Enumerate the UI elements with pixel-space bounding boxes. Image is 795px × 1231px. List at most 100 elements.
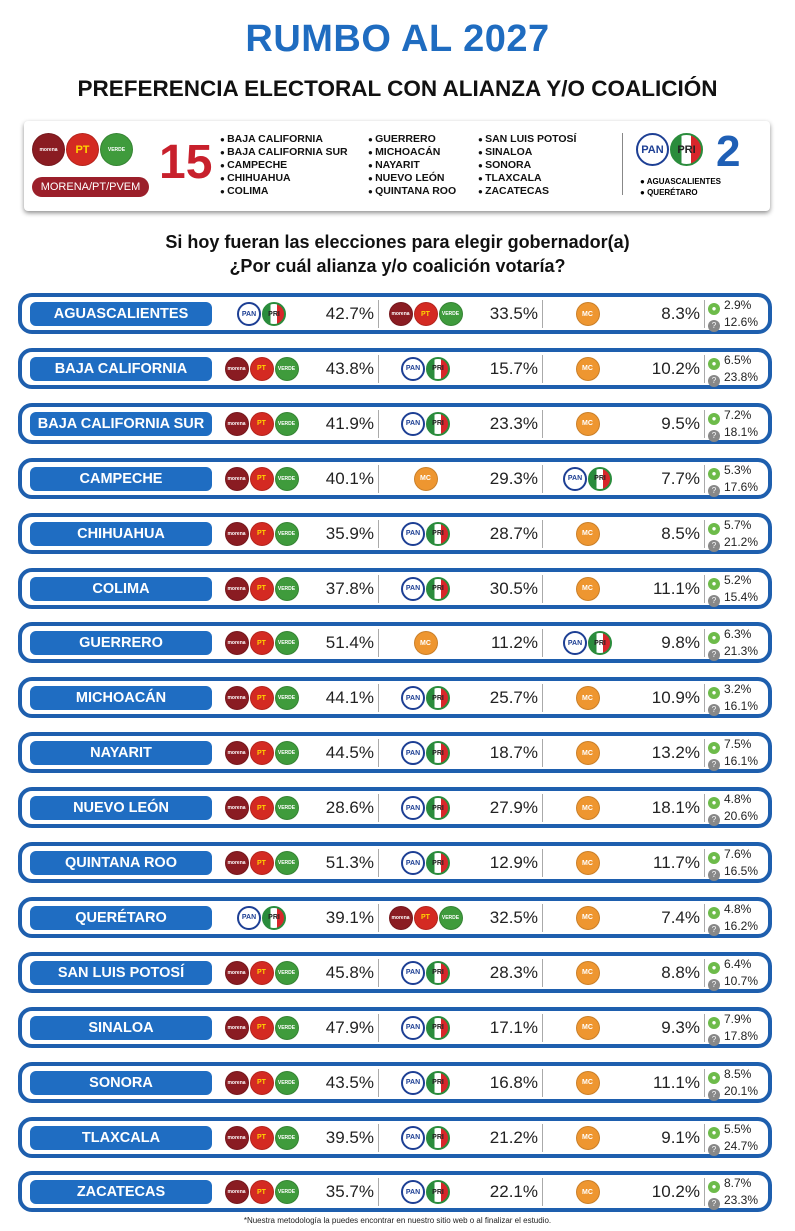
divider bbox=[542, 464, 543, 493]
person-icon: ● bbox=[708, 1071, 720, 1084]
vote-percent: 23.3% bbox=[489, 413, 538, 433]
coalition-logos: MC bbox=[546, 1070, 630, 1095]
result-panpri: PAN PRI 12.9% bbox=[384, 849, 538, 877]
mc-logo-icon: MC bbox=[575, 905, 600, 930]
mc-logo-icon: MC bbox=[575, 521, 600, 546]
pan-logo-icon: PAN bbox=[237, 302, 261, 326]
vote-percent: 43.8% bbox=[325, 358, 374, 378]
person-icon: ● bbox=[708, 852, 720, 864]
divider bbox=[542, 1068, 543, 1097]
state-label: GUERRERO bbox=[30, 631, 212, 656]
vote-percent: 44.1% bbox=[325, 688, 374, 708]
divider bbox=[378, 958, 379, 987]
divider bbox=[378, 1068, 379, 1097]
result-mpv: morena PT VERDE 39.5% bbox=[220, 1124, 374, 1152]
divider bbox=[704, 1068, 705, 1097]
vote-percent: 17.1% bbox=[489, 1017, 538, 1037]
result-mc: MC 11.2% bbox=[384, 629, 538, 657]
other-percent: 7.5% bbox=[724, 737, 752, 752]
morena-logo-icon: morena bbox=[224, 356, 249, 381]
pri-logo-icon: PRI bbox=[426, 576, 450, 601]
other-undecided: ● 3.2%? 16.1% bbox=[708, 682, 758, 717]
coalition-logos: MC bbox=[546, 1015, 630, 1040]
question-icon: ? bbox=[708, 1088, 720, 1101]
vote-percent: 33.5% bbox=[489, 304, 538, 323]
divider bbox=[542, 1178, 543, 1207]
mpv-logos: morena PT VERDE bbox=[32, 133, 134, 166]
result-panpri: PAN PRI 22.1% bbox=[384, 1178, 538, 1206]
vote-percent: 11.1% bbox=[653, 578, 700, 598]
question-icon: ? bbox=[708, 869, 720, 881]
vote-percent: 47.9% bbox=[325, 1017, 374, 1037]
result-mpv: morena PT VERDE 44.1% bbox=[220, 684, 374, 712]
undecided-percent: 20.6% bbox=[724, 809, 759, 824]
table-row: BAJA CALIFORNIA SUR morena PT VERDE 41.9% PAN… bbox=[18, 402, 772, 444]
question-icon: ? bbox=[708, 374, 720, 387]
state-label: CHIHUAHUA bbox=[30, 521, 212, 546]
pri-logo-icon: PRI bbox=[588, 631, 612, 656]
table-row: GUERRERO morena PT VERDE 51.4% MC 11.2% PAN PRI 9… bbox=[18, 622, 772, 664]
pan-logo-icon: PAN bbox=[401, 686, 425, 711]
table-row: AGUASCALIENTES PAN PRI 42.7% morena PT VERDE 33… bbox=[18, 293, 772, 334]
coalition-logos: morena PT VERDE bbox=[384, 905, 468, 930]
divider bbox=[378, 464, 379, 493]
person-icon: ● bbox=[708, 742, 720, 755]
result-panpri: PAN PRI 9.8% bbox=[546, 629, 700, 657]
pan-logo-icon: PAN bbox=[563, 631, 587, 656]
panpri-count: 2 bbox=[716, 127, 741, 176]
morena-logo-icon: morena bbox=[224, 1125, 249, 1150]
undecided-percent: 24.7% bbox=[724, 1138, 759, 1153]
state-list-item: CHIHUAHUA bbox=[220, 172, 348, 185]
pan-logo-icon: PAN bbox=[401, 1180, 425, 1205]
other-undecided: ● 4.8%? 20.6% bbox=[708, 792, 759, 827]
pri-logo-icon: PRI bbox=[426, 1125, 450, 1150]
result-mc: MC 8.3% bbox=[546, 300, 700, 328]
pt-logo-icon: PT bbox=[413, 905, 438, 930]
pt-logo-icon: PT bbox=[249, 851, 274, 875]
vote-percent: 8.8% bbox=[661, 962, 700, 982]
morena-logo-icon: morena bbox=[224, 686, 249, 711]
result-mc: MC 11.1% bbox=[546, 1069, 700, 1097]
verde-logo-icon: VERDE bbox=[438, 905, 463, 930]
other-percent: 8.7% bbox=[724, 1176, 752, 1191]
vote-percent: 28.7% bbox=[489, 523, 538, 543]
divider bbox=[704, 354, 705, 383]
vote-percent: 21.2% bbox=[489, 1127, 538, 1147]
table-row: QUERÉTARO PAN PRI 39.1% morena PT VERDE 32.5% MC… bbox=[18, 896, 772, 938]
other-undecided: ● 8.5%? 20.1% bbox=[708, 1067, 758, 1101]
coalition-logos: PAN PRI bbox=[384, 851, 468, 875]
result-panpri: PAN PRI 17.1% bbox=[384, 1014, 538, 1042]
result-mpv: morena PT VERDE 51.4% bbox=[220, 629, 374, 657]
vote-percent: 9.3% bbox=[661, 1017, 700, 1037]
state-list-item: GUERRERO bbox=[368, 133, 456, 146]
pt-logo-icon: PT bbox=[249, 686, 274, 711]
coalition-logos: MC bbox=[546, 960, 630, 985]
question-icon: ? bbox=[708, 649, 720, 662]
divider bbox=[704, 519, 705, 548]
undecided-percent: 17.6% bbox=[724, 479, 759, 494]
vote-percent: 37.8% bbox=[325, 578, 374, 598]
other-undecided: ● 7.5%? 16.1% bbox=[708, 737, 758, 772]
state-label: TLAXCALA bbox=[30, 1125, 212, 1150]
verde-logo-icon: VERDE bbox=[100, 133, 133, 166]
result-mpv: morena PT VERDE 28.6% bbox=[220, 794, 374, 822]
verde-logo-icon: VERDE bbox=[274, 466, 299, 491]
morena-logo-icon: morena bbox=[224, 851, 249, 875]
other-percent: 5.7% bbox=[724, 517, 752, 532]
other-percent: 4.8% bbox=[724, 792, 752, 807]
undecided-percent: 23.3% bbox=[724, 1193, 759, 1208]
result-mc: MC 18.1% bbox=[546, 794, 700, 822]
table-row: MICHOACÁN morena PT VERDE 44.1% PAN PRI 25.7% MC… bbox=[18, 677, 772, 719]
divider bbox=[542, 1123, 543, 1152]
vote-percent: 8.5% bbox=[661, 523, 700, 543]
coalition-logos: morena PT VERDE bbox=[220, 1070, 304, 1095]
person-icon: ● bbox=[708, 687, 720, 700]
divider bbox=[378, 794, 379, 823]
coalition-logos: PAN PRI bbox=[384, 796, 468, 821]
result-mpv: morena PT VERDE 43.5% bbox=[220, 1069, 374, 1097]
vote-percent: 7.7% bbox=[661, 468, 700, 488]
divider bbox=[542, 629, 543, 658]
table-row: BAJA CALIFORNIA morena PT VERDE 43.8% PAN PRI 1… bbox=[18, 347, 772, 389]
person-icon: ● bbox=[708, 577, 720, 590]
vote-percent: 28.6% bbox=[325, 798, 374, 818]
